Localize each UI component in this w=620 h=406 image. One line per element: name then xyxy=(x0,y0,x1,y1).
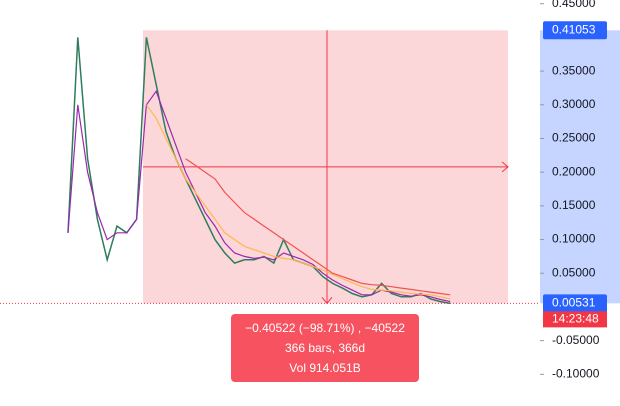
y-tick-label: 0.15000 xyxy=(552,198,596,212)
y-tick-label: -0.05000 xyxy=(552,333,600,347)
price-line xyxy=(185,158,451,296)
tooltip-text: Vol 914.051B xyxy=(289,361,360,375)
y-tick-label: -0.10000 xyxy=(552,367,600,381)
price-line xyxy=(67,90,451,303)
arrow-right xyxy=(501,161,509,173)
last-label-bg xyxy=(543,294,607,313)
y-tick-label: 0.35000 xyxy=(552,63,596,77)
price-line xyxy=(145,104,451,300)
axis-range xyxy=(540,30,620,304)
tooltip-text: 366 bars, 366d xyxy=(285,341,365,355)
y-tick-label: 0.25000 xyxy=(552,131,596,145)
measure-tooltip xyxy=(231,314,419,382)
y-tick-label: 0.10000 xyxy=(552,232,596,246)
countdown: 14:23:48 xyxy=(552,312,599,326)
y-tick-label: 0.45000 xyxy=(552,0,596,10)
countdown-bg xyxy=(543,311,607,328)
y-tick-label: 0.30000 xyxy=(552,97,596,111)
y-tick-label: 0.05000 xyxy=(552,265,596,279)
last-label: 0.00531 xyxy=(552,296,596,310)
y-tick-label: 0.20000 xyxy=(552,164,596,178)
tooltip-text: −0.40522 (−98.71%) , −40522 xyxy=(245,321,405,335)
high-label: 0.41053 xyxy=(552,22,596,36)
high-label-bg xyxy=(543,21,607,40)
